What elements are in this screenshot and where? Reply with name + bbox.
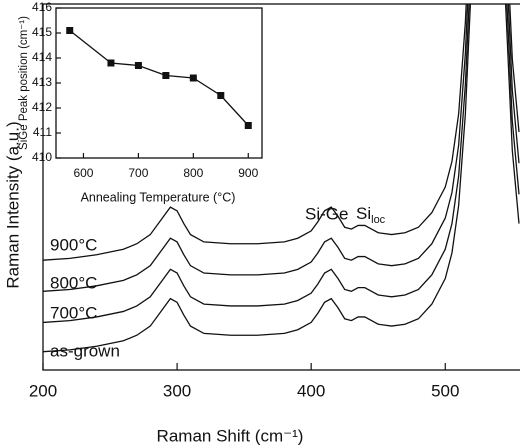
y-tick-label: 416 [32,0,52,14]
annotation: Siloc [356,204,386,225]
x-axis-label: Annealing Temperature (°C) [81,190,236,204]
x-axis-label: Raman Shift (cm⁻¹) [157,426,304,445]
series-label: 700°C [50,303,97,322]
y-tick-label: 412 [32,100,52,114]
series-line [43,4,520,292]
annotation: Si-Ge [305,204,348,223]
series-label: 800°C [50,273,97,292]
marker [244,122,252,129]
y-tick-label: 413 [32,75,52,89]
x-tick-label: 300 [163,382,191,401]
x-tick-label: 500 [431,382,459,401]
x-tick-label: 700 [128,166,148,180]
y-axis-label: Raman Intensity (a.u.) [3,121,22,288]
x-tick-label: 800 [183,166,203,180]
x-tick-label: 900 [238,166,258,180]
y-tick-label: 410 [32,150,52,164]
marker [217,92,225,99]
annotation-subscript: loc [371,214,386,226]
y-tick-label: 415 [32,25,52,39]
x-tick-label: 600 [73,166,93,180]
marker [66,27,74,34]
plot-frame [55,7,263,159]
series-group [43,4,520,353]
marker [107,59,115,67]
y-tick-label: 414 [32,50,52,64]
x-tick-label: 400 [297,382,325,401]
annotation-text: Si [356,204,371,223]
series-label: as-grown [50,341,120,360]
y-tick-label: 411 [33,125,52,139]
marker [189,74,197,82]
marker [162,72,170,79]
marker [134,62,142,69]
series-line [43,4,520,324]
series-line [43,4,520,353]
inset-plot: 600 700 800 900 410 411 412 413 414 415 416 Anneali… [18,0,263,204]
series-line [43,4,520,261]
x-tick-label: 200 [29,382,57,401]
series-label: 900°C [50,235,97,254]
y-axis-label: SiGe Peak position (cm⁻¹) [18,16,30,150]
